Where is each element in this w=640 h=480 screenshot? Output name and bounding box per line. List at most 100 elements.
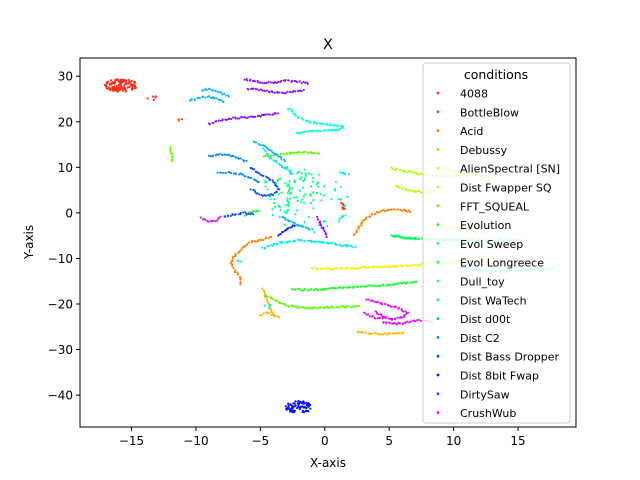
data-point	[333, 189, 337, 192]
data-point	[316, 122, 319, 125]
data-point	[396, 323, 399, 326]
data-point	[363, 312, 366, 315]
data-point	[387, 304, 390, 307]
data-point	[367, 284, 370, 287]
data-point	[258, 143, 261, 147]
data-point	[293, 213, 297, 216]
data-point	[304, 81, 307, 84]
data-point	[336, 124, 339, 127]
data-point	[379, 266, 382, 269]
data-point	[297, 400, 300, 403]
data-point	[215, 97, 218, 100]
data-point	[291, 151, 294, 154]
data-point	[123, 84, 126, 87]
data-point	[404, 313, 407, 316]
data-point	[234, 269, 237, 272]
data-point	[293, 179, 296, 182]
data-point	[334, 180, 338, 183]
data-point	[239, 260, 242, 263]
data-point	[310, 288, 313, 291]
data-point	[282, 152, 285, 155]
data-point	[278, 163, 282, 166]
data-point	[325, 129, 328, 132]
data-point	[115, 84, 118, 88]
data-point	[307, 410, 310, 413]
data-point	[395, 167, 398, 170]
data-point	[199, 216, 202, 219]
data-point	[270, 193, 273, 196]
data-point	[231, 259, 234, 262]
series-14	[223, 167, 281, 218]
data-point	[230, 118, 233, 121]
data-point	[323, 267, 326, 270]
data-point	[132, 87, 135, 90]
data-point	[268, 179, 271, 182]
data-point	[260, 239, 263, 242]
data-point	[420, 172, 423, 176]
data-point	[265, 297, 268, 300]
data-point	[268, 304, 271, 307]
data-point	[247, 212, 250, 215]
data-point	[211, 154, 215, 157]
data-point	[239, 282, 242, 285]
data-point	[315, 191, 318, 195]
series-1	[177, 118, 346, 211]
data-point	[320, 306, 323, 309]
data-point	[234, 117, 237, 120]
data-point	[312, 180, 315, 183]
data-point	[285, 408, 288, 411]
data-point	[272, 154, 275, 157]
data-point	[331, 242, 334, 245]
data-point	[284, 167, 287, 170]
data-point	[332, 287, 335, 290]
data-point	[294, 288, 297, 291]
data-point	[341, 171, 345, 174]
data-point	[391, 234, 394, 237]
data-point	[339, 286, 342, 289]
data-point	[369, 299, 372, 302]
legend-label: Evol Longreece	[460, 257, 544, 270]
legend-label: AlienSpectral [SN]	[460, 163, 560, 176]
data-point	[289, 226, 292, 229]
data-point	[305, 306, 308, 309]
data-point	[118, 88, 121, 91]
data-point	[283, 241, 286, 244]
data-point	[197, 97, 200, 100]
data-point	[343, 306, 347, 309]
data-point	[368, 266, 371, 269]
data-point	[398, 317, 401, 320]
data-point	[343, 267, 346, 270]
data-point	[287, 404, 290, 407]
data-point	[305, 401, 308, 404]
data-point	[287, 406, 290, 409]
data-point	[375, 265, 378, 268]
data-point	[133, 83, 136, 86]
data-point	[217, 216, 221, 220]
data-point	[288, 151, 292, 154]
data-point	[128, 81, 131, 84]
data-point	[214, 90, 217, 93]
data-point	[251, 167, 254, 170]
data-point	[250, 212, 253, 215]
data-point	[391, 283, 394, 286]
data-point	[316, 289, 320, 292]
data-point	[271, 91, 274, 94]
data-point	[217, 91, 220, 94]
data-point	[193, 98, 196, 101]
data-point	[180, 118, 183, 121]
data-point	[389, 317, 392, 320]
data-point	[286, 218, 289, 221]
data-point	[317, 181, 320, 184]
data-point	[228, 153, 231, 156]
data-point	[415, 280, 418, 283]
data-point	[228, 117, 231, 120]
data-point	[224, 215, 227, 218]
data-point	[377, 301, 380, 304]
data-point	[266, 147, 269, 150]
data-point	[117, 79, 120, 82]
data-point	[272, 113, 275, 116]
data-point	[284, 304, 287, 307]
data-point	[384, 303, 387, 306]
data-point	[310, 151, 313, 154]
data-point	[236, 272, 239, 276]
